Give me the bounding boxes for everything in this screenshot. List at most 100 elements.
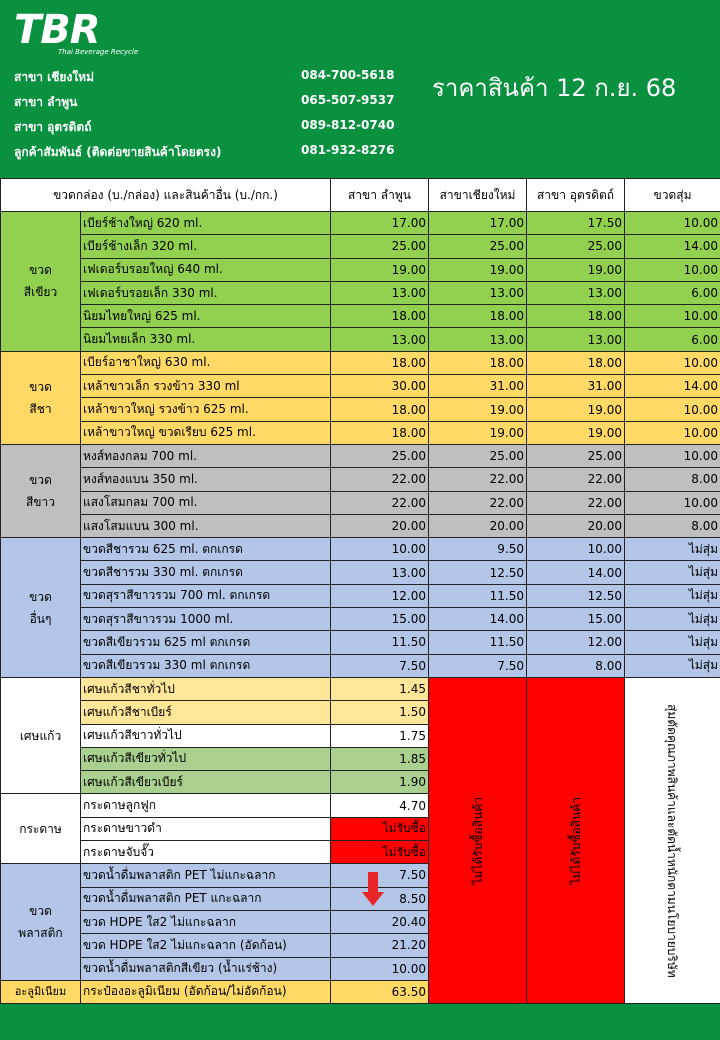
- price-chiangmai: 22.00: [428, 467, 527, 492]
- table-row: เศษแก้ว เศษแก้วสีชาทั่วไป 1.45 ไม่ได้รับซื้…: [0, 676, 720, 1005]
- category-label: ขวดสีชา: [0, 350, 81, 445]
- not-buying-chiangmai: ไม่ได้รับซื้อสินค้า: [428, 676, 527, 1005]
- price-lamphun: 10.00: [330, 537, 429, 562]
- price-uttaradit: 22.00: [526, 490, 625, 515]
- price-uttaradit: 19.00: [526, 420, 625, 445]
- price-lamphun: 1.75: [330, 723, 429, 748]
- table-row: กระดาษจับจั๊ว ไม่รับซื้อ: [1, 840, 720, 865]
- table-row: ขวด สีเขียว เบียร์ช้างใหญ่ 620 ml. 17.00 17.…: [0, 210, 720, 352]
- price-table: ขวดกล่อง (บ./กล่อง) และสินค้าอื่น (บ./กก…: [0, 178, 720, 1005]
- item-name: กระดาษขาวดำ: [80, 816, 331, 842]
- table-row: ขวดสีชารวม 330 ml. ตกเกรด 13.00 12.50 14.00…: [1, 560, 720, 585]
- price-lamphun: 13.00: [330, 280, 429, 306]
- price-uttaradit: 13.00: [526, 280, 625, 306]
- item-name: กระป๋องอะลูมิเนียม (อัดก้อน/ไม่อัดก้อน): [80, 979, 331, 1005]
- item-name: กระดาษลูกฟูก: [80, 793, 331, 818]
- table-header: ขวดกล่อง (บ./กล่อง) และสินค้าอื่น (บ./กก…: [0, 178, 720, 212]
- table-row: ขวดสุราสีขาวรวม 1000 ml. 15.00 14.00 15.00 ไ…: [1, 607, 720, 632]
- price-random: ไม่สุ่ม: [624, 537, 720, 562]
- price-chiangmai: 19.00: [428, 257, 527, 282]
- item-name: เหล้าขาวใหญ่ รวงข้าว 625 ml.: [80, 397, 331, 422]
- table-row: ขวดสีเขียวรวม 625 ml ตกเกรด 11.50 11.50 12.…: [1, 630, 720, 655]
- table-row: กระดาษ กระดาษลูกฟูก 4.70: [0, 793, 720, 865]
- col-header-chiangmai: สาขาเชียงใหม่: [428, 178, 527, 212]
- page-title: ราคาสินค้า 12 ก.ย. 68: [432, 74, 677, 102]
- category-label: ขวด สีขาว: [0, 443, 81, 539]
- price-lamphun: 20.40: [330, 909, 429, 935]
- table-row: แสงโสมกลม 700 ml. 22.00 22.00 22.00 10.00: [1, 490, 720, 515]
- category-label: เศษแก้ว: [0, 676, 81, 795]
- price-lamphun: 22.00: [330, 467, 429, 492]
- item-name: นิยมไทยใหญ่ 625 ml.: [80, 304, 331, 329]
- price-lamphun: 7.50: [330, 863, 429, 888]
- table-row: เฟเดอร์บรอยเล็ก 330 ml. 13.00 13.00 13.00 6.…: [1, 280, 720, 306]
- category-label-line: อื่นๆ: [29, 611, 52, 626]
- table-row: เศษแก้วสีเขียวเบียร์ 1.90: [1, 770, 720, 795]
- item-name: ขวดสีเขียวรวม 625 ml ตกเกรด: [80, 630, 331, 655]
- category-label-line: ขวด: [29, 263, 52, 278]
- table-row: นิยมไทยใหญ่ 625 ml. 18.00 18.00 18.00 10.00: [1, 304, 720, 329]
- category-label-line: สีชา: [29, 401, 52, 416]
- col-header-lamphun: สาขา ลำพูน: [330, 178, 429, 212]
- item-name: นิยมไทยเล็ก 330 ml.: [80, 327, 331, 352]
- price-uttaradit: 12.00: [526, 630, 625, 655]
- category-label: อะลูมิเนียม: [0, 979, 81, 1005]
- item-name: ขวด HDPE ใส2 ไม่แกะฉลาก: [80, 909, 331, 935]
- category-label-line: ขวด: [29, 379, 52, 394]
- item-name: เฟเดอร์บรอยใหญ่ 640 ml.: [80, 257, 331, 282]
- price-uttaradit: 20.00: [526, 513, 625, 539]
- price-random: 10.00: [624, 490, 720, 515]
- table-row: เบียร์ช้างเล็ก 320 ml. 25.00 25.00 25.00 14.…: [1, 234, 720, 259]
- random-note: สุ่มตัดคุณภาพสินค้าและตัดน้ำหนักตามนโยบา…: [624, 676, 720, 1005]
- price-lamphun: 10.00: [330, 956, 429, 981]
- not-buying-uttaradit: ไม่ได้รับซื้อสินค้า: [526, 676, 625, 1005]
- random-note-text: สุ่มตัดคุณภาพสินค้าและตัดน้ำหนักตามนโยบา…: [665, 703, 679, 978]
- item-name: เศษแก้วสีชาเบียร์: [80, 700, 331, 725]
- price-chiangmai: 25.00: [428, 234, 527, 259]
- table-row: เศษแก้วสีขาวทั่วไป 1.75: [1, 723, 720, 748]
- item-name: เศษแก้วสีชาทั่วไป: [80, 676, 331, 702]
- item-name: หงส์ทองแบน 350 ml.: [80, 467, 331, 492]
- price-random: 10.00: [624, 210, 720, 236]
- branch-name: สาขา เชียงใหม่: [14, 70, 94, 84]
- price-random: 10.00: [624, 350, 720, 376]
- item-name: เบียร์ช้างใหญ่ 620 ml.: [80, 210, 331, 236]
- col-header-item: ขวดกล่อง (บ./กล่อง) และสินค้าอื่น (บ./กก…: [0, 178, 331, 212]
- price-random: 6.00: [624, 280, 720, 306]
- price-chiangmai: 14.00: [428, 607, 527, 632]
- price-lamphun: 11.50: [330, 630, 429, 655]
- price-uttaradit: 25.00: [526, 443, 625, 469]
- price-uttaradit: 22.00: [526, 467, 625, 492]
- price-lamphun: 13.00: [330, 327, 429, 352]
- price-random: 14.00: [624, 234, 720, 259]
- price-lamphun: 17.00: [330, 210, 429, 236]
- branch-phone: 065-507-9537: [301, 93, 395, 107]
- branch-name: ลูกค้าสัมพันธ์ (ติดต่อขายสินค้าโดยตรง): [14, 145, 222, 159]
- price-lamphun: 13.00: [330, 560, 429, 585]
- price-random: 10.00: [624, 304, 720, 329]
- category-label: ขวด อื่นๆ: [0, 537, 81, 678]
- price-lamphun: ไม่รับซื้อ: [330, 840, 429, 865]
- table-row: นิยมไทยเล็ก 330 ml. 13.00 13.00 13.00 6.00: [1, 327, 720, 352]
- price-random: ไม่สุ่ม: [624, 583, 720, 609]
- item-name: เศษแก้วสีขาวทั่วไป: [80, 723, 331, 748]
- price-uttaradit: 19.00: [526, 397, 625, 422]
- price-chiangmai: 17.00: [428, 210, 527, 236]
- price-lamphun: 4.70: [330, 793, 429, 818]
- category-label-line: ขวด: [29, 473, 52, 488]
- price-uttaradit: 18.00: [526, 304, 625, 329]
- item-name: ขวดสุราสีขาวรวม 1000 ml.: [80, 607, 331, 632]
- category-label: กระดาษ: [0, 793, 81, 865]
- price-random: 14.00: [624, 374, 720, 399]
- price-chiangmai: 7.50: [428, 653, 527, 678]
- price-lamphun: 18.00: [330, 350, 429, 376]
- price-lamphun: 1.85: [330, 746, 429, 772]
- col-header-random: ขวดสุ่ม: [624, 178, 720, 212]
- table-row: เศษแก้วสีชาเบียร์ 1.50: [1, 700, 720, 725]
- table-row: ขวด สีชา เบียร์อาชาใหญ่ 630 ml. 18.00 18.00 1…: [0, 350, 720, 445]
- price-lamphun: 21.20: [330, 933, 429, 958]
- price-lamphun: 25.00: [330, 443, 429, 469]
- price-uttaradit: 10.00: [526, 537, 625, 562]
- price-lamphun: 30.00: [330, 374, 429, 399]
- price-random: 10.00: [624, 420, 720, 445]
